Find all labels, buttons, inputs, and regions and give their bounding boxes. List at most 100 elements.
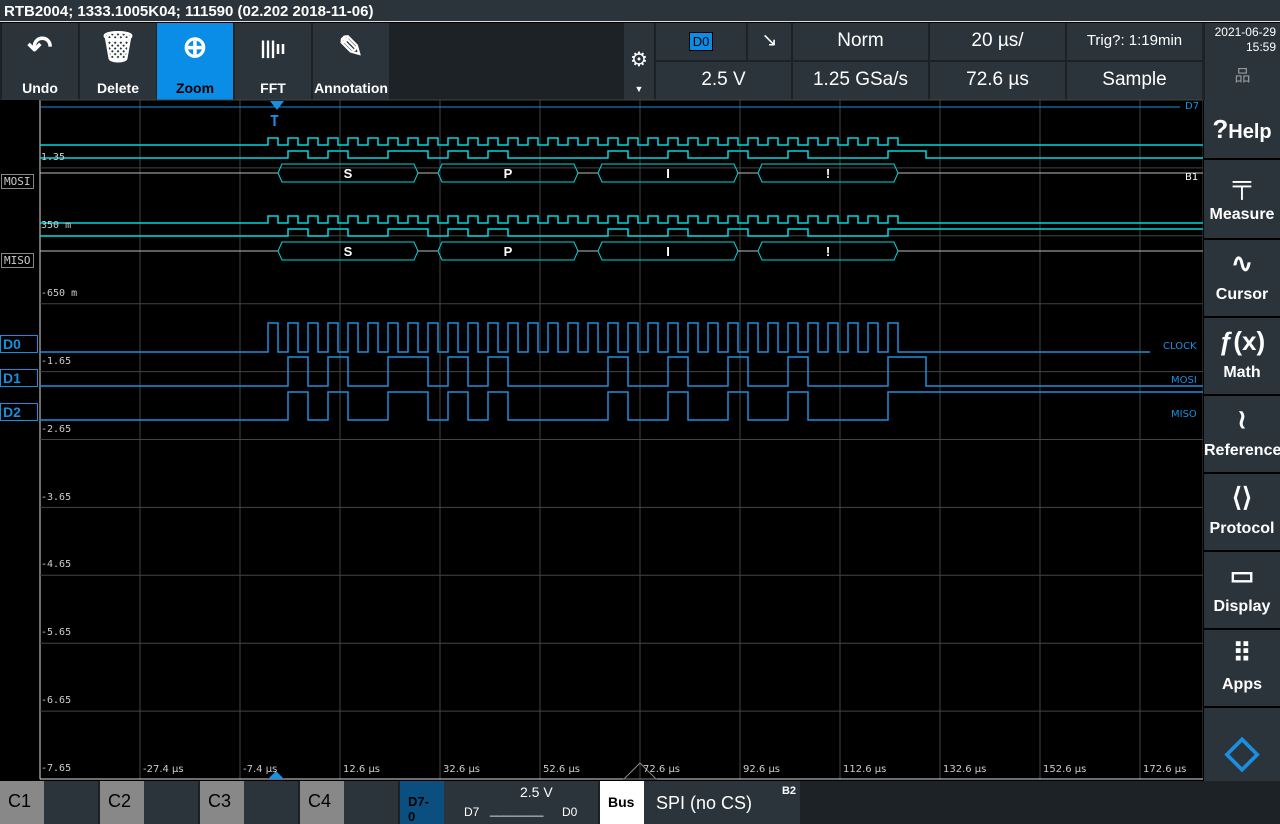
c4-settings[interactable]: [344, 781, 398, 824]
trash-icon: 🗑: [98, 31, 138, 64]
channel-c3-button[interactable]: C3: [200, 781, 244, 824]
rs-logo-icon: ◇: [1225, 727, 1259, 776]
bus-settings[interactable]: SPI (no CS) B2: [644, 781, 800, 824]
fft-button[interactable]: |||ıı FFT: [235, 23, 311, 100]
x-axis-label: 32.6 µs: [443, 764, 481, 775]
mosi-decoded-frame[interactable]: [757, 163, 899, 183]
trigger-source[interactable]: D0: [656, 23, 746, 60]
x-axis-label: 132.6 µs: [943, 764, 987, 775]
miso-signal-label: MISO: [1171, 409, 1197, 420]
d1-mosi-trace: [40, 356, 1203, 387]
sample-rate[interactable]: 1.25 GSa/s: [793, 62, 928, 100]
d0-clock-trace: [40, 322, 1150, 353]
sidebar-label: Display: [1213, 598, 1271, 615]
channel-c2-button[interactable]: C2: [100, 781, 144, 824]
clock-signal-label: CLOCK: [1163, 341, 1197, 352]
x-axis-label: 152.6 µs: [1043, 764, 1087, 775]
mosi-signal-label: MOSI: [1171, 375, 1197, 386]
y-axis-label: -3.65: [41, 491, 72, 503]
datetime: 2021-06-29 15:59 品: [1205, 23, 1280, 100]
x-axis-label: 92.6 µs: [743, 764, 781, 775]
trigger-level[interactable]: 2.5 V: [656, 62, 791, 100]
horizontal-position-marker-icon[interactable]: [622, 762, 658, 780]
sidebar-cursor-button[interactable]: ∿ Cursor: [1204, 240, 1280, 316]
fft-icon: |||ıı: [260, 38, 286, 58]
sidebar-label: References: [1204, 442, 1280, 459]
trigger-status[interactable]: Trig?: 1:19min: [1067, 23, 1202, 60]
channel-d2-label[interactable]: D2: [0, 403, 38, 421]
mosi-decoded-byte: P: [504, 166, 513, 181]
y-axis-label: -4.65: [41, 559, 72, 571]
measure-icon: ╤: [1232, 168, 1252, 198]
channel-c1-button[interactable]: C1: [0, 781, 44, 824]
mosi-decoded-byte: !: [826, 166, 830, 181]
plot-background: [0, 100, 1203, 781]
miso-decoded-byte: I: [666, 244, 670, 259]
channel-d0-label[interactable]: D0: [0, 335, 38, 353]
trigger-marker[interactable]: T: [270, 112, 280, 130]
math-icon: ƒ(x): [1218, 326, 1266, 356]
sidebar-apps-button[interactable]: ⠿ Apps: [1204, 630, 1280, 706]
date: 2021-06-29: [1214, 25, 1276, 39]
zoom-button[interactable]: ⊕ Zoom: [157, 23, 233, 100]
sidebar-protocol-button[interactable]: ⟨⟩ Protocol: [1204, 474, 1280, 550]
b1-label: B1: [1185, 172, 1199, 183]
y-axis-label: -5.65: [41, 627, 72, 639]
sidebar-measure-button[interactable]: ╤ Measure: [1204, 160, 1280, 238]
sidebar-label: Measure: [1209, 206, 1275, 223]
mosi-bus-label: MOSI: [1, 174, 34, 189]
delete-button[interactable]: 🗑 Delete: [80, 23, 156, 100]
network-icon: 品: [1234, 68, 1251, 85]
mosi-bus-clock-trace: [40, 137, 1203, 146]
sidebar-help-button[interactable]: ?Help: [1204, 100, 1280, 158]
c1-settings[interactable]: [44, 781, 98, 824]
trigger-slope-falling-icon[interactable]: ↘: [748, 23, 791, 60]
undo-label: Undo: [22, 80, 58, 96]
cursor-icon: ∿: [1231, 248, 1253, 278]
trigger-mode[interactable]: Norm: [793, 23, 928, 60]
apps-icon: ⠿: [1232, 638, 1252, 668]
timebase[interactable]: 20 µs/: [930, 23, 1065, 60]
sidebar-label: Protocol: [1209, 520, 1275, 537]
miso-decoded-frame[interactable]: [757, 241, 899, 261]
x-axis-label: 72.6 µs: [643, 764, 681, 775]
acquisition-mode[interactable]: Sample: [1067, 62, 1202, 100]
sidebar-math-button[interactable]: ƒ(x) Math: [1204, 318, 1280, 394]
waveform-display[interactable]: S P I ! S P I!: [0, 0, 1203, 781]
protocol-icon: ⟨⟩: [1231, 482, 1253, 512]
fft-label: FFT: [260, 80, 286, 96]
annotation-button[interactable]: ✎ Annotation: [313, 23, 389, 100]
trigger-time-marker-icon[interactable]: [268, 771, 284, 779]
bus-button[interactable]: Bus: [600, 781, 644, 824]
miso-decoded-byte: !: [826, 244, 830, 259]
bus-protocol: SPI (no CS): [656, 793, 753, 813]
miso-decoded-byte: P: [504, 244, 513, 259]
x-axis-label: -7.4 µs: [243, 764, 278, 775]
sidebar-references-button[interactable]: ≀ References: [1204, 396, 1280, 472]
annotation-label: Annotation: [314, 80, 388, 96]
display-icon: ▭: [1229, 560, 1255, 590]
zoom-label: Zoom: [175, 80, 215, 96]
miso-decoded-byte: S: [344, 244, 353, 259]
channel-c4-button[interactable]: C4: [300, 781, 344, 824]
trigger-position-marker-icon[interactable]: [270, 101, 284, 110]
c2-settings[interactable]: [144, 781, 198, 824]
mosi-bus-data-trace: [40, 150, 1203, 159]
y-axis-label: -6.65: [41, 695, 72, 707]
undo-button[interactable]: ↶ Undo: [2, 23, 78, 100]
y-axis-label: 350 m: [41, 219, 72, 231]
x-axis-label: -27.4 µs: [143, 764, 184, 775]
x-axis-label: 172.6 µs: [1143, 764, 1187, 775]
references-icon: ≀: [1237, 404, 1247, 434]
channel-d1-label[interactable]: D1: [0, 369, 38, 387]
digital-settings[interactable]: 2.5 V D7 ________ D0: [444, 781, 598, 824]
c3-settings[interactable]: [244, 781, 298, 824]
y-axis-label: -2.65: [41, 423, 72, 435]
miso-bus-clock-trace: [40, 215, 1203, 224]
time: 15:59: [1245, 40, 1276, 54]
horizontal-position[interactable]: 72.6 µs: [930, 62, 1065, 100]
delete-label: Delete: [96, 80, 140, 96]
digital-channels-button[interactable]: D7-0: [400, 781, 444, 824]
settings-button[interactable]: ⚙ ▼: [624, 23, 654, 100]
sidebar-display-button[interactable]: ▭ Display: [1204, 552, 1280, 628]
